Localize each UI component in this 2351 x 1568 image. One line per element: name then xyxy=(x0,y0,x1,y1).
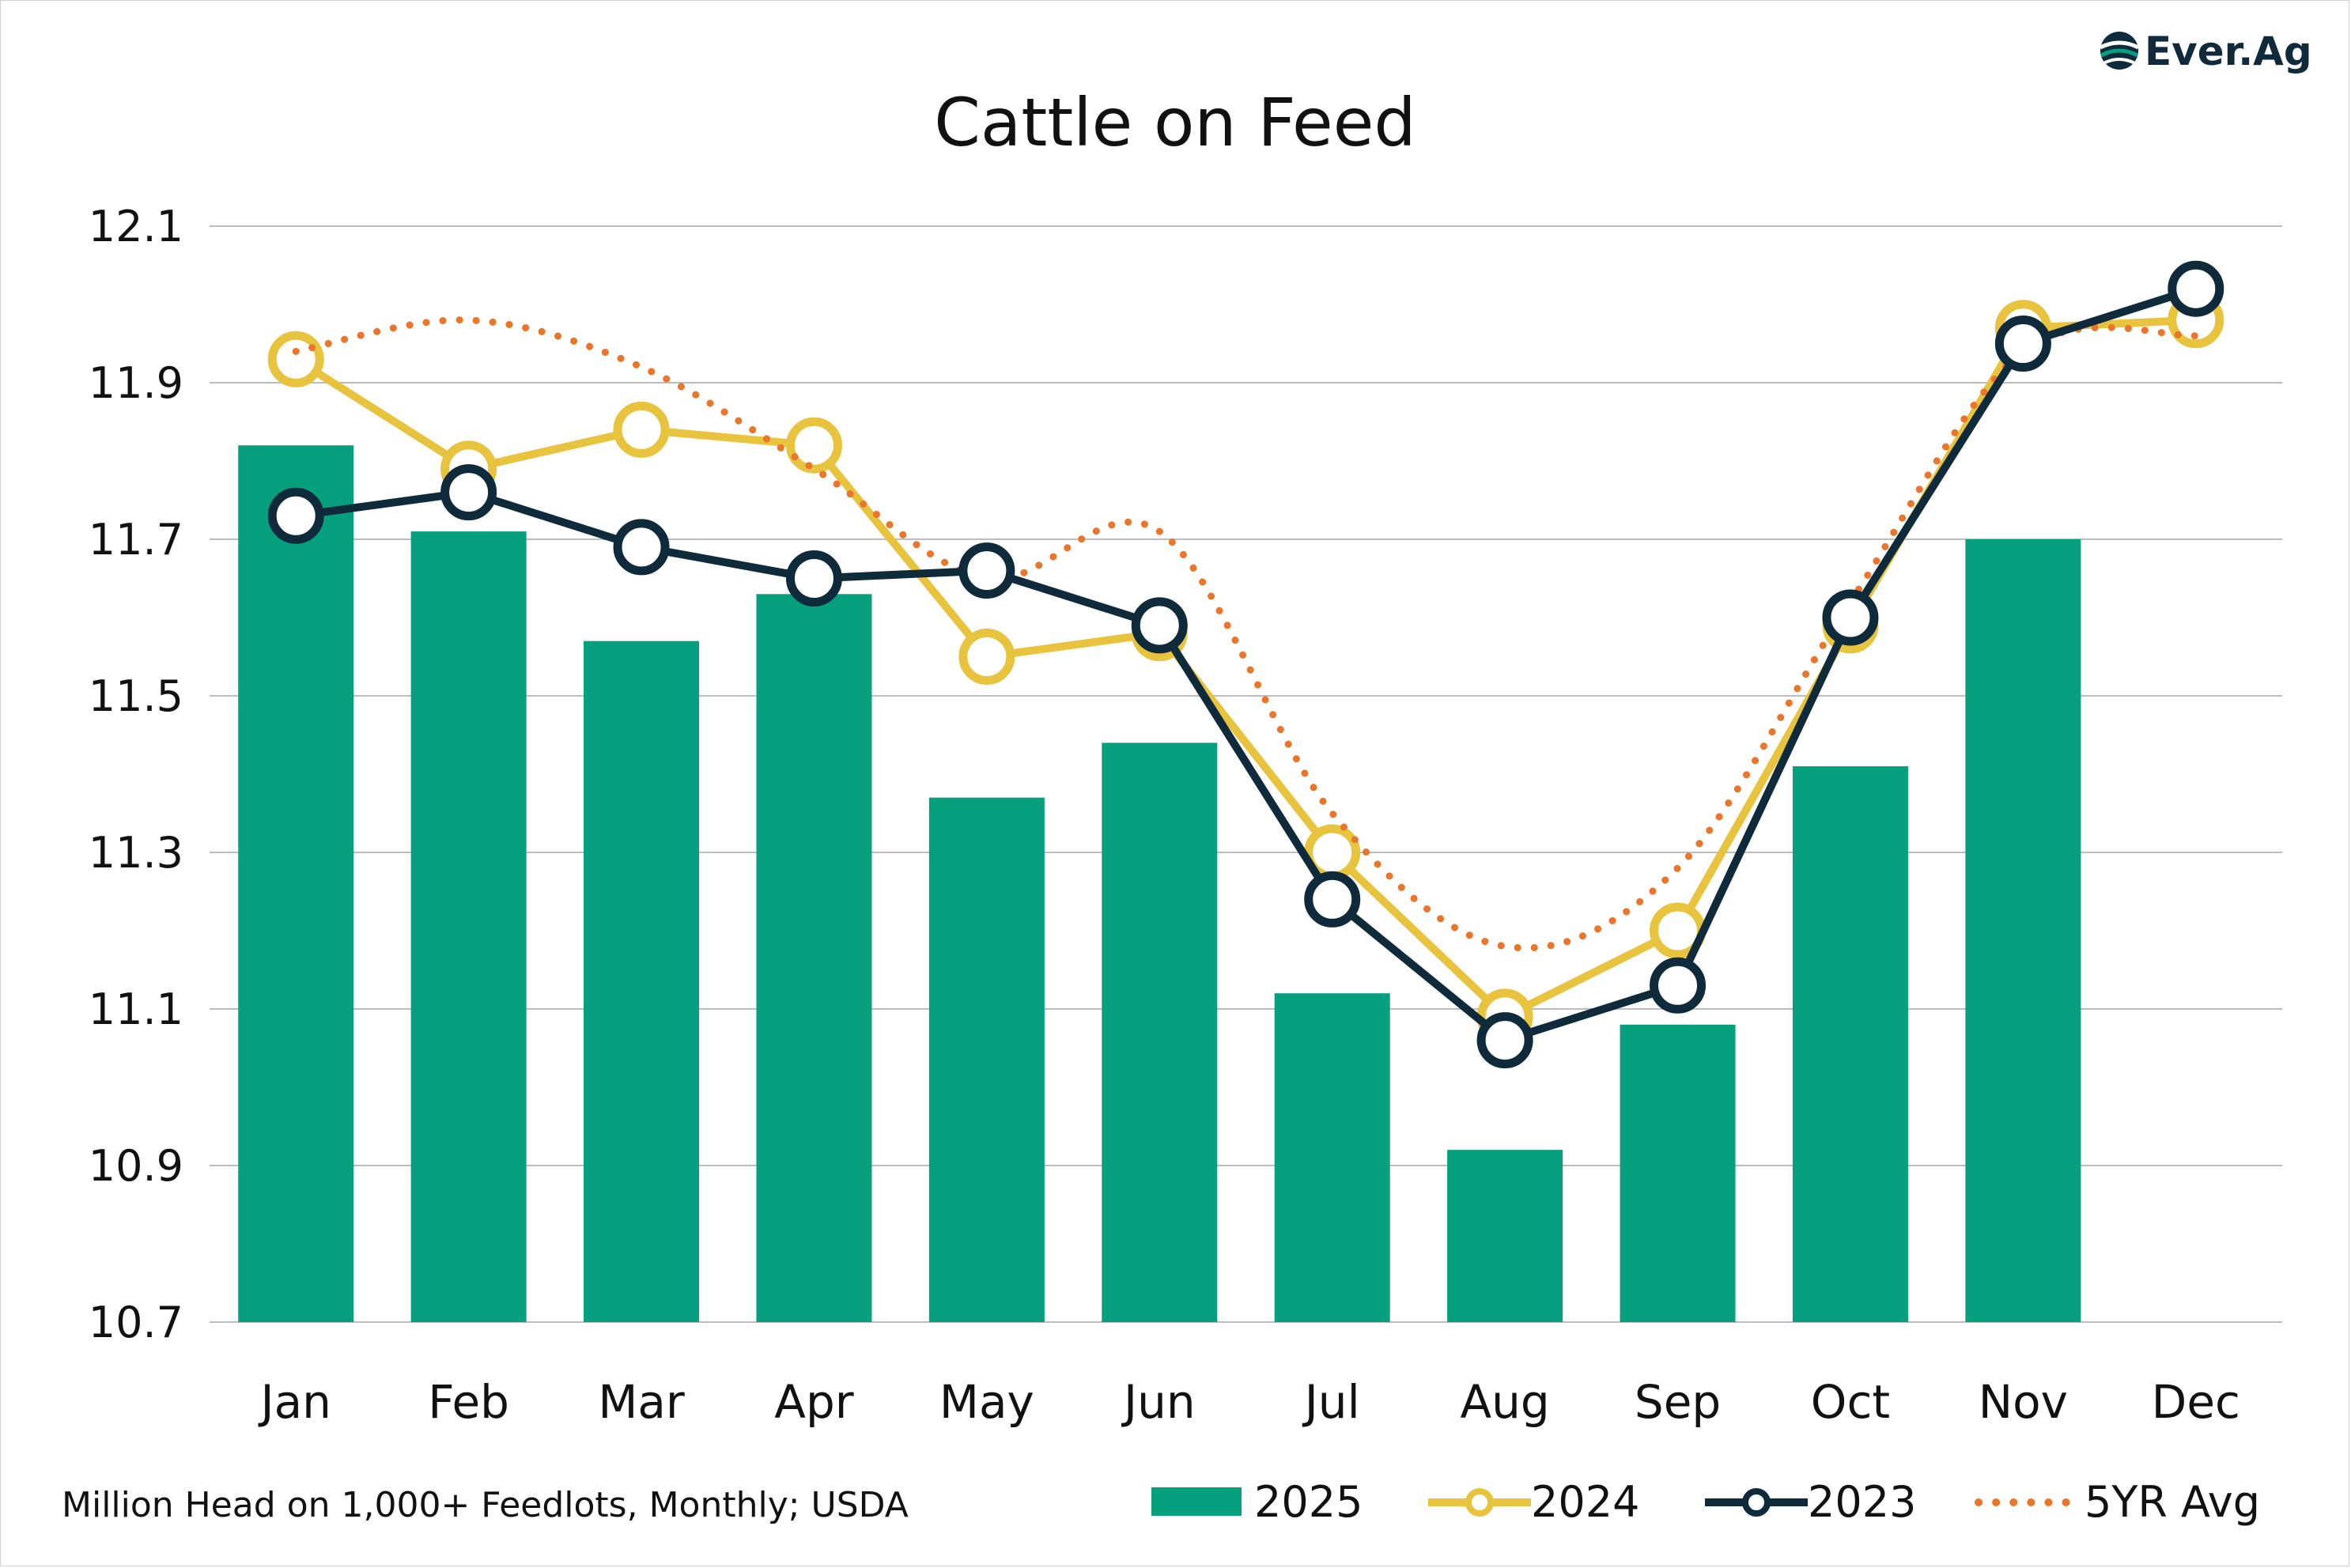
legend-item-2025: 2025 xyxy=(1151,1477,1363,1527)
bar-may xyxy=(928,797,1045,1322)
marker-2023-nov xyxy=(1994,315,2051,372)
marker-2023-sep xyxy=(1650,957,1707,1014)
y-tick-label: 11.7 xyxy=(89,515,183,565)
x-tick-label-dec: Dec xyxy=(2152,1375,2240,1429)
legend-item-2024: 2024 xyxy=(1428,1477,1639,1527)
x-tick-label-jan: Jan xyxy=(258,1375,331,1429)
bar-jan xyxy=(238,445,354,1323)
y-axis-ticks: 12.1 11.9 11.7 11.5 11.3 11.1 10.9 10.7 xyxy=(89,202,183,1347)
marker-2023-dec xyxy=(2168,260,2224,317)
bar-jul xyxy=(1274,993,1390,1322)
line-2023 xyxy=(295,285,2198,1045)
x-tick-label-may: May xyxy=(939,1375,1034,1429)
marker-2024-jan xyxy=(267,331,324,387)
logo: Ever.Ag xyxy=(2099,28,2312,74)
marker-2023-jul xyxy=(1304,871,1361,928)
line-2024 xyxy=(293,315,2197,1021)
globe-icon xyxy=(2099,32,2140,70)
series-lines xyxy=(267,260,2224,1069)
bar-sep xyxy=(1620,1024,1736,1322)
legend-marker-2023 xyxy=(1742,1488,1771,1517)
y-tick-label: 11.3 xyxy=(89,828,183,878)
legend-swatch-2025 xyxy=(1151,1487,1242,1516)
legend: 2025 2024 2023 5YR Avg xyxy=(1151,1477,2260,1527)
bar-jun xyxy=(1102,742,1218,1322)
bar-mar xyxy=(584,640,700,1322)
marker-2023-mar xyxy=(613,519,670,576)
marker-2024-may xyxy=(958,629,1015,685)
marker-2023-jan xyxy=(267,487,324,544)
x-tick-label-oct: Oct xyxy=(1811,1375,1890,1429)
bar-feb xyxy=(410,531,527,1322)
marker-2024-mar xyxy=(613,401,670,458)
legend-label-2023: 2023 xyxy=(1808,1477,1916,1527)
marker-2023-may xyxy=(958,542,1015,599)
x-tick-label-mar: Mar xyxy=(598,1375,685,1429)
bars-2025 xyxy=(238,445,2081,1323)
x-axis-labels: Jan Feb Mar Apr May Jun Jul Aug Sep Oct Nov Dec xyxy=(258,1375,2239,1429)
y-tick-label: 11.5 xyxy=(89,671,183,721)
chart-title: Cattle on Feed xyxy=(934,84,1416,161)
x-tick-label-jun: Jun xyxy=(1121,1375,1196,1429)
x-tick-label-aug: Aug xyxy=(1460,1375,1549,1429)
footnote: Million Head on 1,000+ Feedlots, Monthly… xyxy=(62,1485,909,1525)
legend-marker-2024 xyxy=(1465,1488,1494,1517)
legend-item-2023: 2023 xyxy=(1705,1477,1916,1527)
bar-apr xyxy=(756,594,872,1322)
marker-2023-feb xyxy=(440,464,497,521)
x-tick-label-apr: Apr xyxy=(774,1375,853,1429)
legend-item-5yr-avg: 5YR Avg xyxy=(1975,1477,2260,1527)
marker-2023-apr xyxy=(785,550,842,606)
x-tick-label-nov: Nov xyxy=(1979,1375,2068,1429)
y-tick-label: 10.7 xyxy=(89,1298,183,1347)
y-tick-label: 10.9 xyxy=(89,1141,183,1191)
marker-2023-jun xyxy=(1131,597,1188,654)
legend-label-5yr-avg: 5YR Avg xyxy=(2085,1477,2260,1527)
y-tick-label: 12.1 xyxy=(89,202,183,251)
x-tick-label-feb: Feb xyxy=(428,1375,509,1429)
logo-text: Ever.Ag xyxy=(2145,28,2312,74)
line-5yr-avg xyxy=(292,316,2200,952)
x-tick-label-sep: Sep xyxy=(1635,1375,1721,1429)
marker-2024-apr xyxy=(785,417,842,474)
legend-label-2024: 2024 xyxy=(1531,1477,1639,1527)
x-tick-label-jul: Jul xyxy=(1302,1375,1360,1429)
y-tick-label: 11.9 xyxy=(89,358,183,408)
y-tick-label: 11.1 xyxy=(89,984,183,1034)
bar-oct xyxy=(1792,766,1908,1322)
bar-nov xyxy=(1965,539,2081,1322)
bar-aug xyxy=(1447,1150,1563,1322)
marker-2023-oct xyxy=(1822,589,1879,646)
marker-2023-aug xyxy=(1476,1012,1533,1069)
legend-label-2025: 2025 xyxy=(1254,1477,1363,1527)
gridlines xyxy=(210,225,2282,1323)
